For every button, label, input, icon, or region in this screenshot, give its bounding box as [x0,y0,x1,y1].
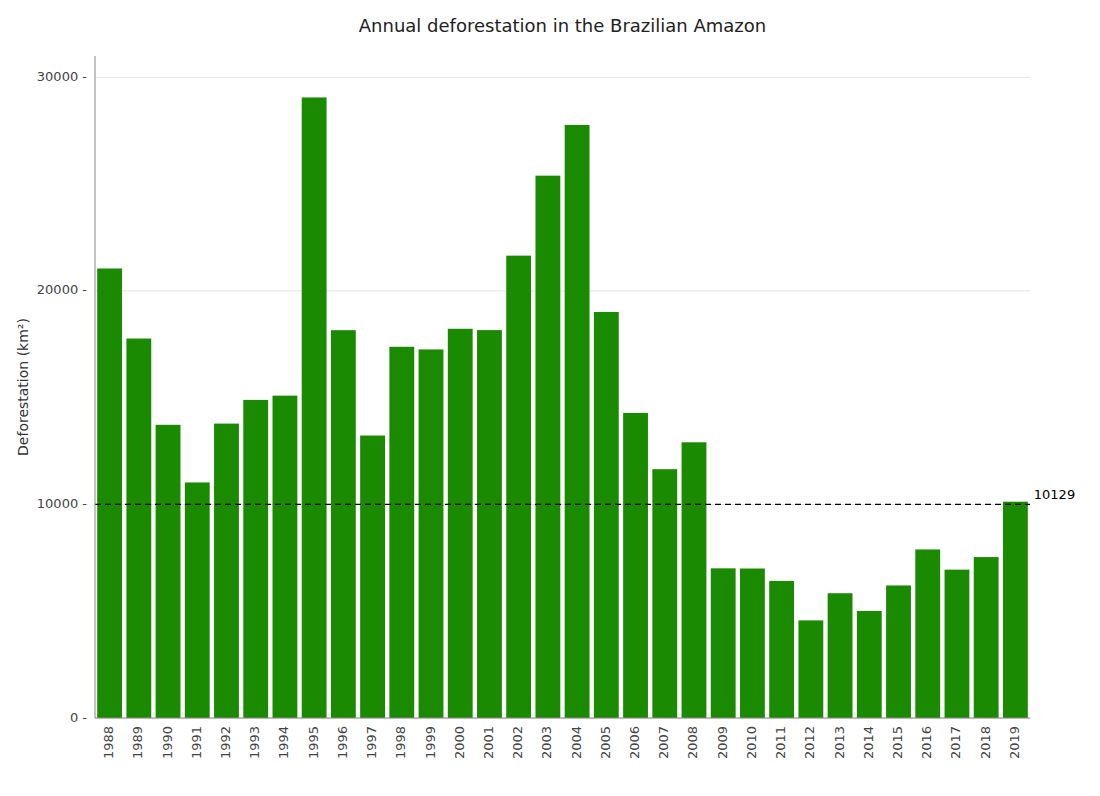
y-tick-label: 30000 - [37,69,87,84]
grid-line [95,77,1030,78]
x-tick-label: 2010 [744,726,759,759]
y-axis-label: Deforestation (km²) [15,318,31,456]
axes [95,56,1030,718]
bar [185,482,210,718]
x-tick-label: 2002 [510,726,525,759]
bar [126,339,151,718]
x-tick-label: 1999 [423,726,438,759]
bar [243,400,268,718]
x-tick-label: 1991 [189,726,204,759]
x-tick-label: 2003 [539,726,554,759]
bar [97,268,122,718]
title: Annual deforestation in the Brazilian Am… [359,15,766,36]
x-tick-label: 2014 [861,726,876,759]
bar [798,620,823,718]
x-tick-label: 2012 [802,726,817,759]
bar [711,568,736,718]
x-tick-label: 2000 [452,726,467,759]
y-tick-label: 10000 - [37,496,87,511]
bar [302,97,327,718]
x-tick-label: 2019 [1007,726,1022,759]
grid-line [95,504,1030,505]
y-tick-label: 0 - [70,710,87,725]
x-tick-label: 2008 [685,726,700,759]
annotation: 10129 [1034,487,1075,502]
x-tick-label: 1998 [393,726,408,759]
bar [331,330,356,718]
bar [389,347,414,718]
bar [594,312,619,718]
x-tick-label: 2011 [773,726,788,759]
x-tick-label: 2001 [481,726,496,759]
bar [974,557,999,718]
x-tick-label: 2004 [569,726,584,759]
bar [682,442,707,718]
bar [448,329,473,718]
bar [828,593,853,718]
bar [945,570,970,718]
x-tick-label: 1989 [130,726,145,759]
x-tick-label: 2018 [978,726,993,759]
grid-line [95,718,1030,719]
x-tick-label: 1996 [335,726,350,759]
x-tick-label: 1992 [218,726,233,759]
grid [95,77,1030,718]
bar [156,425,181,718]
x-tick-label: 2016 [919,726,934,759]
bars [97,97,1028,718]
y-axis-line [95,56,96,718]
x-tick-label: 2006 [627,726,642,759]
x-tick-label: 2015 [890,726,905,759]
bar [886,585,911,718]
bar [1003,502,1028,718]
x-axis-line [95,718,1030,719]
x-tick-label: 2005 [598,726,613,759]
y-tick-label: 20000 - [37,282,87,297]
bar [857,611,882,718]
x-tick-label: 1995 [306,726,321,759]
x-tick-label: 1993 [247,726,262,759]
bar [477,330,502,718]
grid-line [95,290,1030,291]
x-tick-label: 2013 [832,726,847,759]
bar [360,436,385,718]
bar [214,424,239,718]
bar [769,581,794,718]
bar [740,569,765,718]
reference-line [95,504,1030,505]
bar [915,549,940,718]
bar [565,125,590,718]
x-tick-label: 1988 [101,726,116,759]
x-tick-label: 2017 [948,726,963,759]
reference-lines [95,504,1030,505]
bar [623,413,648,718]
x-tick-label: 1990 [160,726,175,759]
chart-container: 0 - 10000 - 20000 - 30000 - 1988 1989 1990 1991… [0,0,1100,796]
bar [273,396,298,718]
bar [506,256,531,718]
x-tick-label: 1997 [364,726,379,759]
x-tick-label: 1994 [276,726,291,759]
bar [535,176,560,718]
x-tick-labels: 1988 1989 1990 1991 1992 1993 1994 1995 1996 1997… [101,726,1022,759]
y-tick-labels: 0 - 10000 - 20000 - 30000 - [37,69,87,725]
x-tick-label: 2009 [715,726,730,759]
chart-svg: 0 - 10000 - 20000 - 30000 - 1988 1989 1990 1991… [0,0,1100,796]
bar [652,469,677,718]
bar [419,349,444,718]
x-tick-label: 2007 [656,726,671,759]
